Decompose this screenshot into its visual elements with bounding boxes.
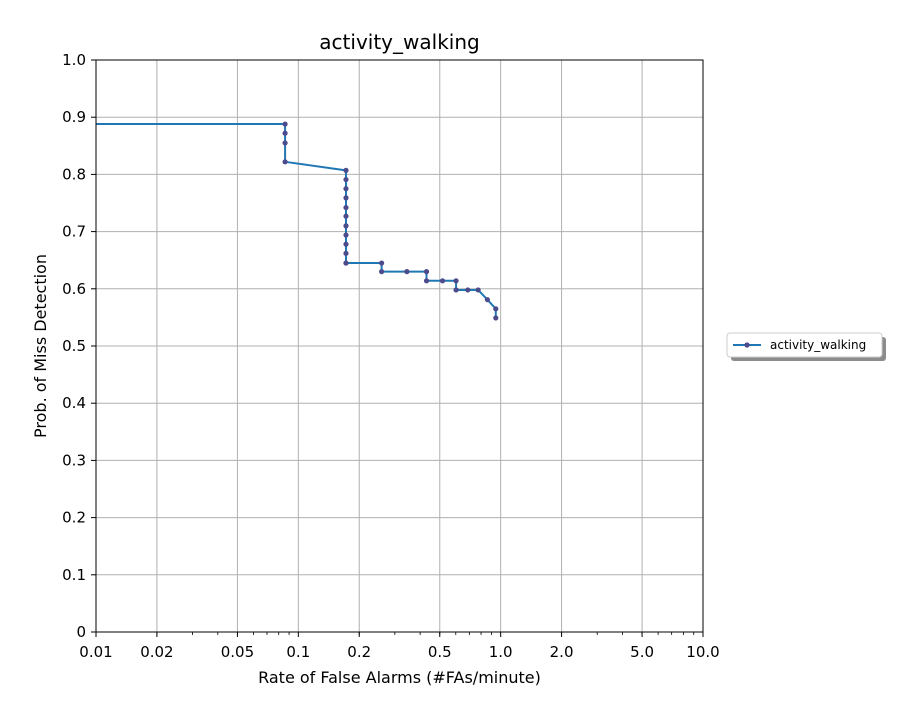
- data-point: [404, 269, 410, 275]
- data-point: [343, 167, 349, 173]
- data-point: [493, 306, 499, 312]
- data-point: [493, 315, 499, 321]
- x-tick-label: 5.0: [630, 643, 654, 661]
- data-point: [423, 278, 430, 284]
- x-tick-label: 0.05: [221, 643, 254, 661]
- legend: activity_walking: [726, 332, 886, 361]
- x-tick-label: 0.02: [140, 643, 173, 661]
- data-point: [379, 269, 385, 275]
- y-tick-label: 0.2: [62, 509, 86, 527]
- legend-box: [726, 332, 883, 358]
- x-tick-label: 0.2: [347, 643, 371, 661]
- y-tick-label: 0.5: [62, 337, 86, 355]
- data-point: [343, 213, 349, 219]
- x-tick-label: 10.0: [686, 643, 719, 661]
- data-point: [282, 140, 288, 146]
- legend-label: activity_walking: [770, 338, 866, 352]
- data-point: [453, 287, 459, 293]
- data-point: [343, 260, 349, 266]
- y-axis: 0 0.1 0.2 0.3 0.4 0.5 0.6 0.7 0.8 0.9 1.0: [62, 51, 96, 641]
- data-point: [379, 260, 385, 266]
- x-axis-label: Rate of False Alarms (#FAs/minute): [258, 668, 541, 687]
- data-point: [343, 176, 349, 183]
- y-tick-label: 0.4: [62, 394, 86, 412]
- data-point: [343, 250, 349, 256]
- data-point: [343, 223, 349, 229]
- chart-title: activity_walking: [319, 30, 479, 54]
- data-point: [282, 130, 288, 136]
- y-tick-label: 0.8: [62, 165, 86, 183]
- data-point: [343, 241, 349, 247]
- data-point: [343, 186, 349, 192]
- data-point: [439, 278, 446, 284]
- x-tick-label: 1.0: [489, 643, 513, 661]
- y-tick-label: 0.1: [62, 566, 86, 584]
- data-point: [465, 287, 471, 293]
- y-axis-label: Prob. of Miss Detection: [31, 254, 50, 438]
- data-point: [282, 121, 288, 127]
- data-point: [484, 297, 491, 303]
- y-tick-label: 0.3: [62, 451, 86, 469]
- data-point: [475, 287, 481, 293]
- y-tick-label: 0.9: [62, 108, 86, 126]
- data-point: [282, 159, 288, 165]
- x-axis: 0.01 0.02 0.05 0.1 0.2 0.5 1.0 2.0 5.0 10.0: [79, 632, 720, 661]
- x-tick-label: 0.1: [286, 643, 310, 661]
- x-tick-label: 2.0: [550, 643, 574, 661]
- data-point: [343, 232, 349, 238]
- y-tick-label: 0.6: [62, 280, 86, 298]
- data-point: [423, 269, 430, 275]
- grid-lines: [95, 59, 704, 633]
- y-tick-label: 0: [76, 623, 86, 641]
- x-tick-label: 0.5: [428, 643, 452, 661]
- legend-marker: [744, 342, 750, 348]
- y-tick-label: 0.7: [62, 223, 86, 241]
- data-point: [343, 204, 349, 211]
- y-tick-label: 1.0: [62, 51, 86, 69]
- series-layer: [96, 121, 499, 321]
- data-point: [453, 278, 459, 284]
- x-tick-label: 0.01: [79, 643, 112, 661]
- data-point: [343, 195, 349, 201]
